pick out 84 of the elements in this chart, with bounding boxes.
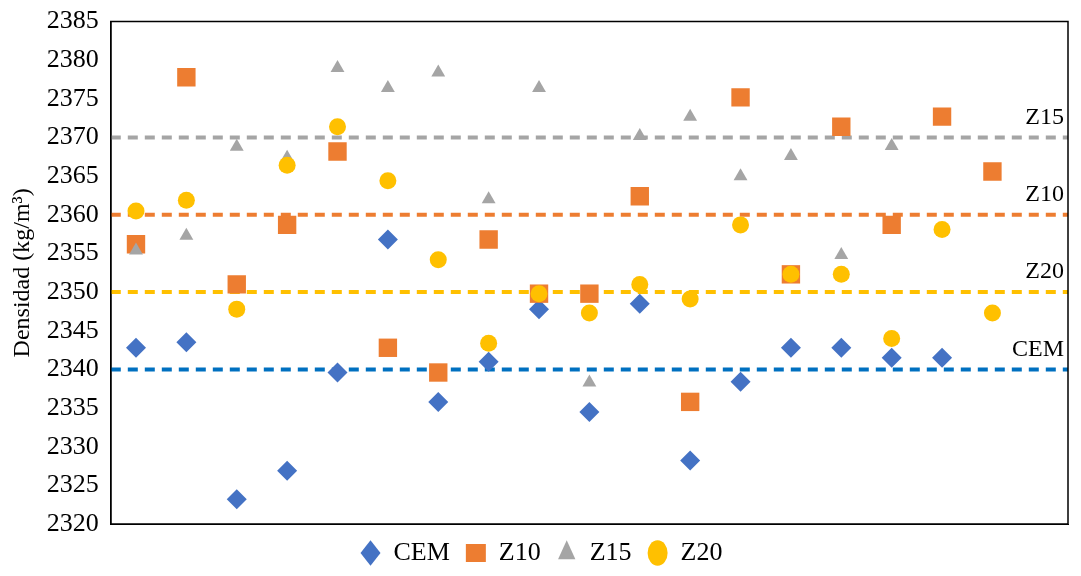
- point: [429, 363, 448, 382]
- legend-label: Z20: [680, 536, 723, 566]
- point: [933, 221, 951, 239]
- point: [277, 215, 297, 235]
- point: [228, 300, 246, 318]
- point: [582, 374, 597, 387]
- legend-label: Z15: [589, 536, 632, 566]
- point: [377, 229, 398, 250]
- point: [733, 168, 748, 181]
- point: [125, 337, 146, 358]
- point: [226, 489, 247, 510]
- point: [832, 265, 850, 283]
- point: [579, 401, 600, 422]
- point: [580, 304, 598, 322]
- point: [127, 202, 145, 220]
- point: [884, 138, 899, 151]
- point: [680, 392, 700, 412]
- point: [630, 187, 649, 206]
- point: [330, 59, 345, 72]
- point: [680, 450, 701, 471]
- point: [983, 162, 1002, 181]
- point: [328, 142, 347, 161]
- y-tick-label: 2380: [46, 44, 99, 74]
- point: [227, 275, 246, 294]
- point: [883, 330, 901, 347]
- point: [379, 172, 397, 190]
- point: [730, 371, 751, 392]
- ref-line-label: Z20: [1025, 257, 1064, 284]
- point: [932, 347, 953, 368]
- point: [683, 108, 698, 121]
- point: [780, 337, 801, 358]
- point: [834, 247, 849, 260]
- point: [631, 275, 649, 293]
- point: [278, 156, 296, 174]
- point: [428, 391, 449, 412]
- y-tick-label: 2340: [46, 353, 99, 383]
- point: [329, 118, 347, 136]
- point: [831, 337, 852, 358]
- ref-line-label: Z10: [1025, 180, 1064, 207]
- point: [532, 80, 546, 93]
- point: [832, 117, 851, 136]
- point: [179, 227, 194, 240]
- point: [177, 68, 196, 87]
- point: [277, 460, 298, 481]
- point: [177, 191, 195, 209]
- y-tick-label: 2355: [46, 237, 99, 267]
- y-tick-label: 2365: [46, 160, 99, 190]
- y-tick-label: 2360: [46, 198, 99, 228]
- point: [431, 64, 446, 77]
- y-tick-label: 2325: [46, 469, 99, 499]
- y-axis-title: Densidad (kg/m³): [7, 188, 34, 358]
- point: [176, 332, 197, 353]
- point: [480, 334, 498, 352]
- point: [731, 88, 750, 107]
- point: [481, 191, 496, 204]
- point: [429, 251, 447, 269]
- y-tick-label: 2345: [46, 314, 99, 344]
- point: [882, 215, 901, 235]
- ref-line-label: Z15: [1025, 102, 1064, 129]
- ref-line-label: CEM: [1011, 334, 1064, 361]
- y-tick-label: 2375: [46, 82, 99, 112]
- point: [681, 290, 699, 308]
- y-tick-label: 2370: [46, 121, 99, 151]
- y-tick-label: 2350: [46, 275, 99, 305]
- point: [229, 138, 244, 151]
- point: [932, 107, 952, 126]
- point: [478, 351, 499, 372]
- point: [983, 304, 1001, 322]
- point: [580, 284, 599, 303]
- y-tick-label: 2320: [46, 507, 99, 537]
- y-tick-label: 2385: [46, 5, 99, 35]
- y-tick-label: 2335: [46, 391, 99, 421]
- point: [632, 127, 647, 140]
- point: [327, 362, 348, 383]
- point: [629, 293, 650, 314]
- point: [783, 148, 798, 161]
- y-tick-label: 2330: [46, 430, 99, 460]
- legend-label: CEM: [393, 536, 450, 566]
- point: [479, 230, 498, 249]
- point: [380, 80, 395, 93]
- point: [732, 216, 750, 234]
- point: [378, 338, 398, 357]
- point: [881, 347, 902, 368]
- legend-label: Z10: [498, 536, 541, 566]
